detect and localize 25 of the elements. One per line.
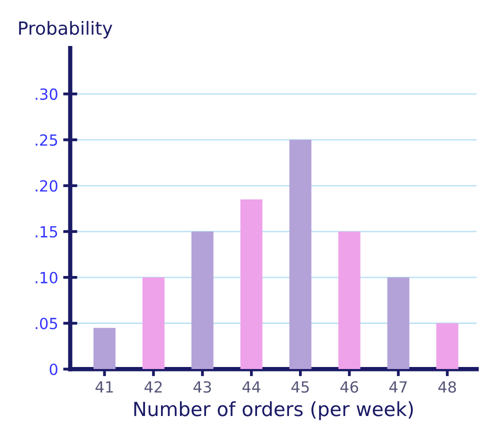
x-tick-label: 46 <box>340 381 358 393</box>
x-tick-label: 48 <box>438 381 456 393</box>
y-tick-label: .20 <box>36 180 58 192</box>
x-tick-label: 41 <box>96 381 113 393</box>
bar <box>240 199 262 370</box>
y-tick-label: .25 <box>36 134 58 146</box>
y-tick-label: .15 <box>36 226 58 238</box>
bar <box>191 232 214 370</box>
y-tick-label: 0 <box>50 364 58 376</box>
y-tick-label: .30 <box>36 88 58 100</box>
x-tick-label: 44 <box>242 381 260 393</box>
y-axis-title: Probability <box>19 20 112 38</box>
y-tick-label: .05 <box>36 318 58 330</box>
x-tick-label: 42 <box>144 381 162 393</box>
bar <box>93 328 116 370</box>
x-tick-label: 47 <box>389 381 407 393</box>
x-axis-title: Number of orders (per week) <box>134 401 413 420</box>
x-tick-label: 43 <box>193 381 211 393</box>
x-tick-label: 45 <box>291 381 309 393</box>
bar <box>289 140 312 370</box>
bar <box>338 232 360 370</box>
y-tick-label: .10 <box>36 272 58 284</box>
bar <box>142 277 164 370</box>
bar <box>436 323 458 370</box>
bar <box>387 277 410 370</box>
